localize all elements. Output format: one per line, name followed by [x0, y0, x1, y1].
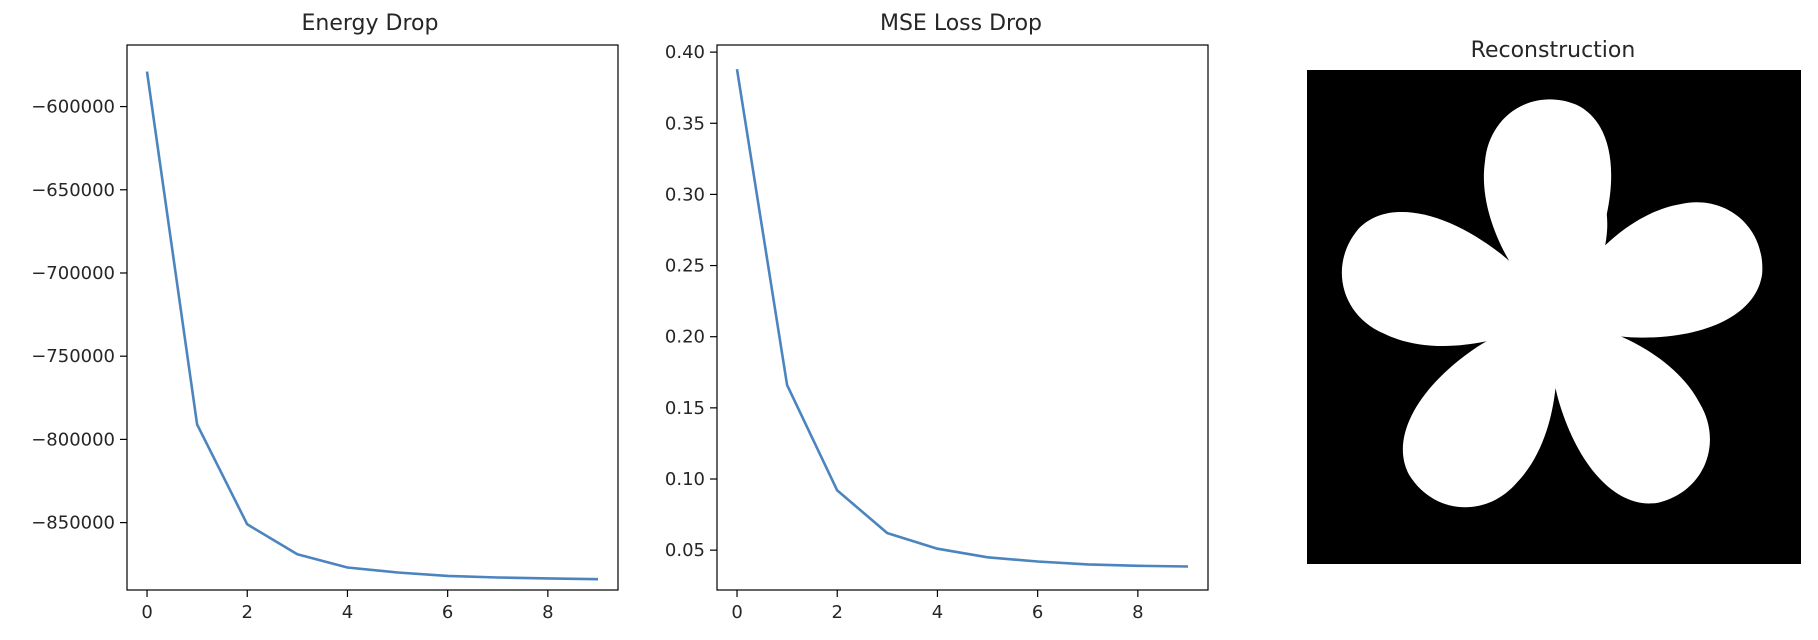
y-tick-label: 0.40 [665, 42, 705, 63]
y-tick-label: −600000 [31, 97, 115, 118]
y-tick-label: 0.05 [665, 540, 705, 561]
flower-petal [1483, 99, 1612, 317]
series-line [735, 68, 1189, 568]
chart-title: MSE Loss Drop [880, 11, 1042, 36]
y-tick-label: 0.10 [665, 469, 705, 490]
x-tick-label: 2 [832, 602, 843, 623]
x-tick-label: 4 [342, 602, 353, 623]
x-tick-label: 8 [542, 602, 553, 623]
reconstruction-title: Reconstruction [1471, 38, 1636, 63]
y-tick-label: 0.15 [665, 398, 705, 419]
reconstruction-panel: Reconstruction [1307, 38, 1801, 564]
x-tick-label: 2 [242, 602, 253, 623]
flower-petal [1551, 317, 1710, 504]
x-tick-label: 0 [731, 602, 742, 623]
x-tick-label: 0 [141, 602, 152, 623]
mse-loss-drop-chart: MSE Loss Drop 0 2 4 6 8 0.40 0.35 0.30 0.25 0.20 0… [665, 11, 1209, 623]
plot-frame [716, 44, 1209, 591]
y-tick-label: 0.35 [665, 113, 705, 134]
y-tick-label: 0.30 [665, 184, 705, 205]
x-tick-label: 6 [442, 602, 453, 623]
y-tick-label: −750000 [31, 346, 115, 367]
plot-frame [126, 44, 619, 591]
y-tick-label: 0.20 [665, 327, 705, 348]
energy-drop-chart: Energy Drop 0 2 4 6 8 −600000 −650000 −700000 −7… [31, 11, 619, 623]
y-tick-label: −700000 [31, 263, 115, 284]
y-tick-label: −800000 [31, 429, 115, 450]
x-tick-label: 4 [932, 602, 943, 623]
flower-petal [1402, 317, 1557, 508]
y-tick-label: −850000 [31, 513, 115, 534]
x-tick-label: 8 [1132, 602, 1143, 623]
series-line [145, 71, 599, 581]
flower-center [1498, 262, 1608, 372]
y-tick-label: −650000 [31, 180, 115, 201]
x-tick-label: 6 [1032, 602, 1043, 623]
y-tick-label: 0.25 [665, 256, 705, 277]
chart-title: Energy Drop [302, 11, 439, 36]
